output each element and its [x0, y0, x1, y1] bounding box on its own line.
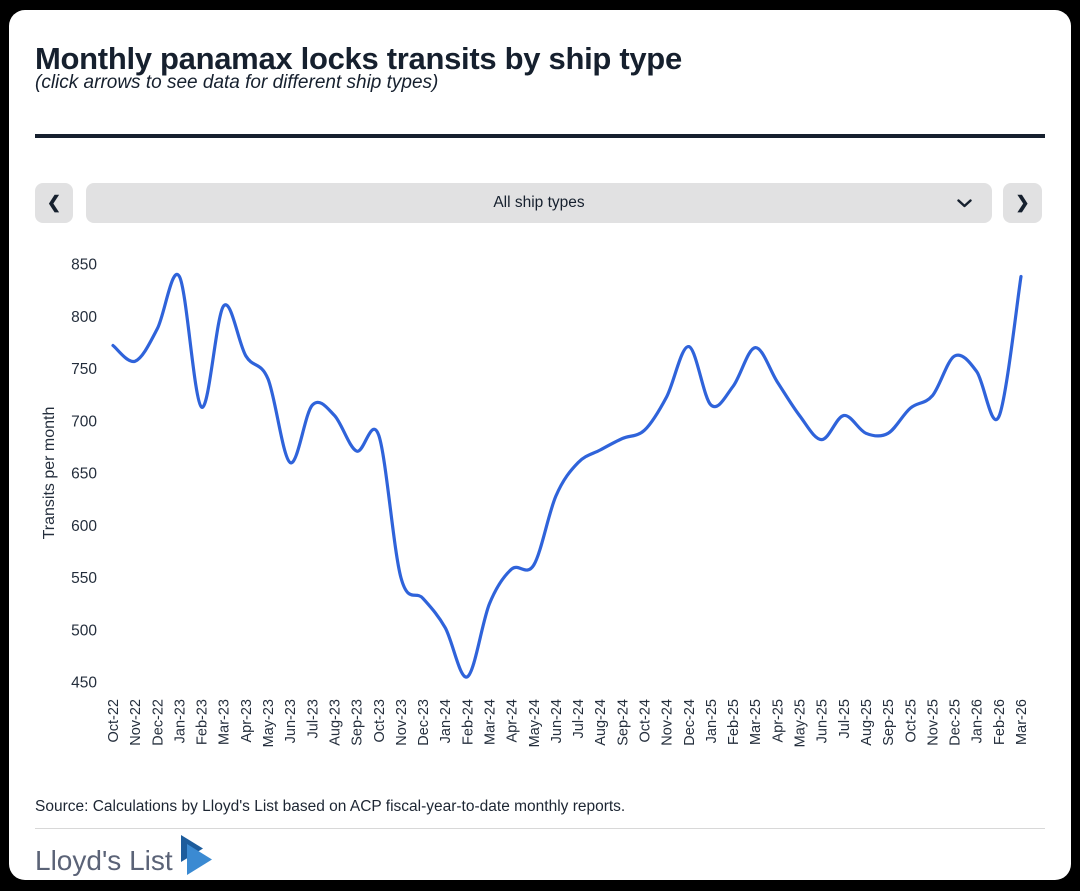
footer-divider — [35, 828, 1045, 829]
svg-text:Apr-23: Apr-23 — [239, 699, 255, 743]
svg-text:Jan-23: Jan-23 — [172, 699, 188, 743]
svg-text:May-25: May-25 — [793, 699, 809, 747]
svg-text:Sep-23: Sep-23 — [350, 699, 366, 746]
svg-text:Jul-23: Jul-23 — [305, 699, 321, 739]
source-note: Source: Calculations by Lloyd's List bas… — [35, 798, 626, 815]
svg-text:Nov-23: Nov-23 — [394, 699, 410, 746]
next-ship-type-button[interactable]: ❯ — [1003, 183, 1042, 223]
svg-text:Nov-24: Nov-24 — [660, 699, 676, 746]
svg-text:Jul-24: Jul-24 — [571, 699, 587, 739]
page-title: Monthly panamax locks transits by ship t… — [35, 40, 682, 76]
svg-text:700: 700 — [71, 413, 97, 430]
chevron-left-icon: ❮ — [46, 193, 62, 212]
svg-text:Apr-25: Apr-25 — [770, 699, 786, 743]
logo-text: Lloyd's List — [35, 845, 173, 876]
svg-text:Jan-25: Jan-25 — [704, 699, 720, 743]
svg-text:Nov-22: Nov-22 — [128, 699, 144, 746]
svg-text:Jan-24: Jan-24 — [438, 699, 454, 743]
line-chart: 450 500 550 600 650 700 750 800 850 Transits per … — [35, 241, 1045, 786]
svg-text:Feb-26: Feb-26 — [992, 699, 1008, 745]
svg-text:450: 450 — [71, 675, 97, 692]
svg-text:Mar-23: Mar-23 — [217, 699, 233, 745]
transits-line-series — [111, 272, 1023, 679]
svg-text:Dec-23: Dec-23 — [416, 699, 432, 746]
svg-text:Oct-23: Oct-23 — [372, 699, 388, 743]
header-divider — [35, 134, 1045, 138]
svg-text:Feb-24: Feb-24 — [460, 699, 476, 745]
transits-line-chart-svg: 450 500 550 600 650 700 750 800 850 Transits per … — [41, 257, 1030, 748]
svg-text:Dec-22: Dec-22 — [150, 699, 166, 746]
svg-text:Mar-24: Mar-24 — [483, 699, 499, 745]
svg-text:Aug-23: Aug-23 — [328, 699, 344, 746]
svg-text:600: 600 — [71, 518, 97, 535]
svg-text:550: 550 — [71, 570, 97, 587]
svg-text:Jun-25: Jun-25 — [815, 699, 831, 743]
svg-text:750: 750 — [71, 361, 97, 378]
svg-text:Oct-25: Oct-25 — [903, 699, 919, 743]
logo-play-triangle-icon — [180, 835, 212, 875]
svg-text:800: 800 — [71, 309, 97, 326]
svg-text:Oct-24: Oct-24 — [638, 699, 654, 743]
svg-text:Jun-23: Jun-23 — [283, 699, 299, 743]
svg-text:Oct-22: Oct-22 — [106, 699, 122, 743]
svg-text:Feb-25: Feb-25 — [726, 699, 742, 745]
lloyds-list-logo: Lloyd's List — [35, 834, 214, 880]
svg-text:Mar-25: Mar-25 — [748, 699, 764, 745]
svg-text:Sep-24: Sep-24 — [615, 699, 631, 746]
svg-text:650: 650 — [71, 466, 97, 483]
svg-text:May-24: May-24 — [527, 699, 543, 747]
svg-text:Nov-25: Nov-25 — [925, 699, 941, 746]
svg-text:Sep-25: Sep-25 — [881, 699, 897, 746]
svg-text:Aug-24: Aug-24 — [593, 699, 609, 746]
svg-text:Feb-23: Feb-23 — [195, 699, 211, 745]
svg-text:Mar-26: Mar-26 — [1014, 699, 1030, 745]
svg-text:Transits per month: Transits per month — [41, 407, 58, 540]
svg-text:Jul-25: Jul-25 — [837, 699, 853, 739]
svg-text:850: 850 — [71, 257, 97, 274]
chevron-down-icon — [957, 199, 972, 208]
chart-card: Monthly panamax locks transits by ship t… — [9, 10, 1071, 880]
svg-text:Aug-25: Aug-25 — [859, 699, 875, 746]
svg-text:Dec-25: Dec-25 — [948, 699, 964, 746]
svg-text:Apr-24: Apr-24 — [505, 699, 521, 743]
svg-text:Jun-24: Jun-24 — [549, 699, 565, 743]
svg-text:May-23: May-23 — [261, 699, 277, 747]
ship-type-selected-value: All ship types — [493, 194, 585, 211]
ship-type-dropdown[interactable]: All ship types — [86, 183, 992, 223]
page-subtitle: (click arrows to see data for different … — [35, 72, 439, 93]
svg-text:Jan-26: Jan-26 — [970, 699, 986, 743]
svg-text:500: 500 — [71, 622, 97, 639]
svg-text:Dec-24: Dec-24 — [682, 699, 698, 746]
prev-ship-type-button[interactable]: ❮ — [35, 183, 73, 223]
chevron-right-icon: ❯ — [1015, 193, 1030, 212]
